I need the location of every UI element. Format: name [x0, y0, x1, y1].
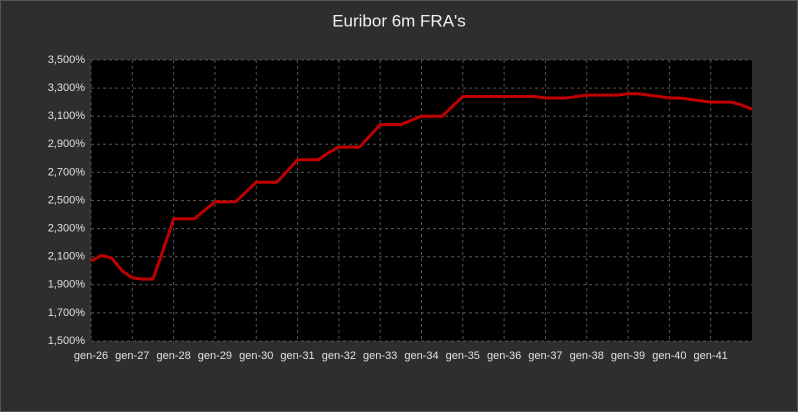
x-tick-label: gen-35	[446, 350, 480, 362]
data-line	[90, 92, 753, 281]
x-tick-label: gen-39	[611, 350, 645, 362]
x-tick-label: gen-28	[156, 350, 190, 362]
x-tick-label: gen-26	[74, 350, 108, 362]
y-tick-label: 3,100%	[48, 110, 86, 122]
y-tick-label: 2,100%	[48, 251, 86, 263]
y-tick-label: 1,900%	[48, 279, 86, 291]
y-tick-label: 2,300%	[48, 223, 86, 235]
y-tick-label: 1,500%	[48, 335, 86, 347]
y-tick-label: 1,700%	[48, 307, 86, 319]
x-tick-label: gen-31	[280, 350, 314, 362]
y-tick-label: 2,700%	[48, 166, 86, 178]
x-tick-label: gen-38	[570, 350, 604, 362]
x-tick-label: gen-27	[115, 350, 149, 362]
x-tick-label: gen-36	[487, 350, 521, 362]
x-tick-label: gen-29	[198, 350, 232, 362]
x-tick-label: gen-37	[528, 350, 562, 362]
y-tick-label: 2,500%	[48, 194, 86, 206]
x-tick-label: gen-34	[404, 350, 438, 362]
x-tick-label: gen-32	[322, 350, 356, 362]
y-tick-label: 2,900%	[48, 138, 86, 150]
y-tick-label: 3,300%	[48, 82, 86, 94]
x-tick-label: gen-33	[363, 350, 397, 362]
x-tick-label: gen-30	[239, 350, 273, 362]
chart-title: Euribor 6m FRA's	[332, 11, 466, 30]
y-tick-label: 3,500%	[48, 54, 86, 66]
x-tick-label: gen-41	[694, 350, 728, 362]
x-tick-label: gen-40	[652, 350, 686, 362]
